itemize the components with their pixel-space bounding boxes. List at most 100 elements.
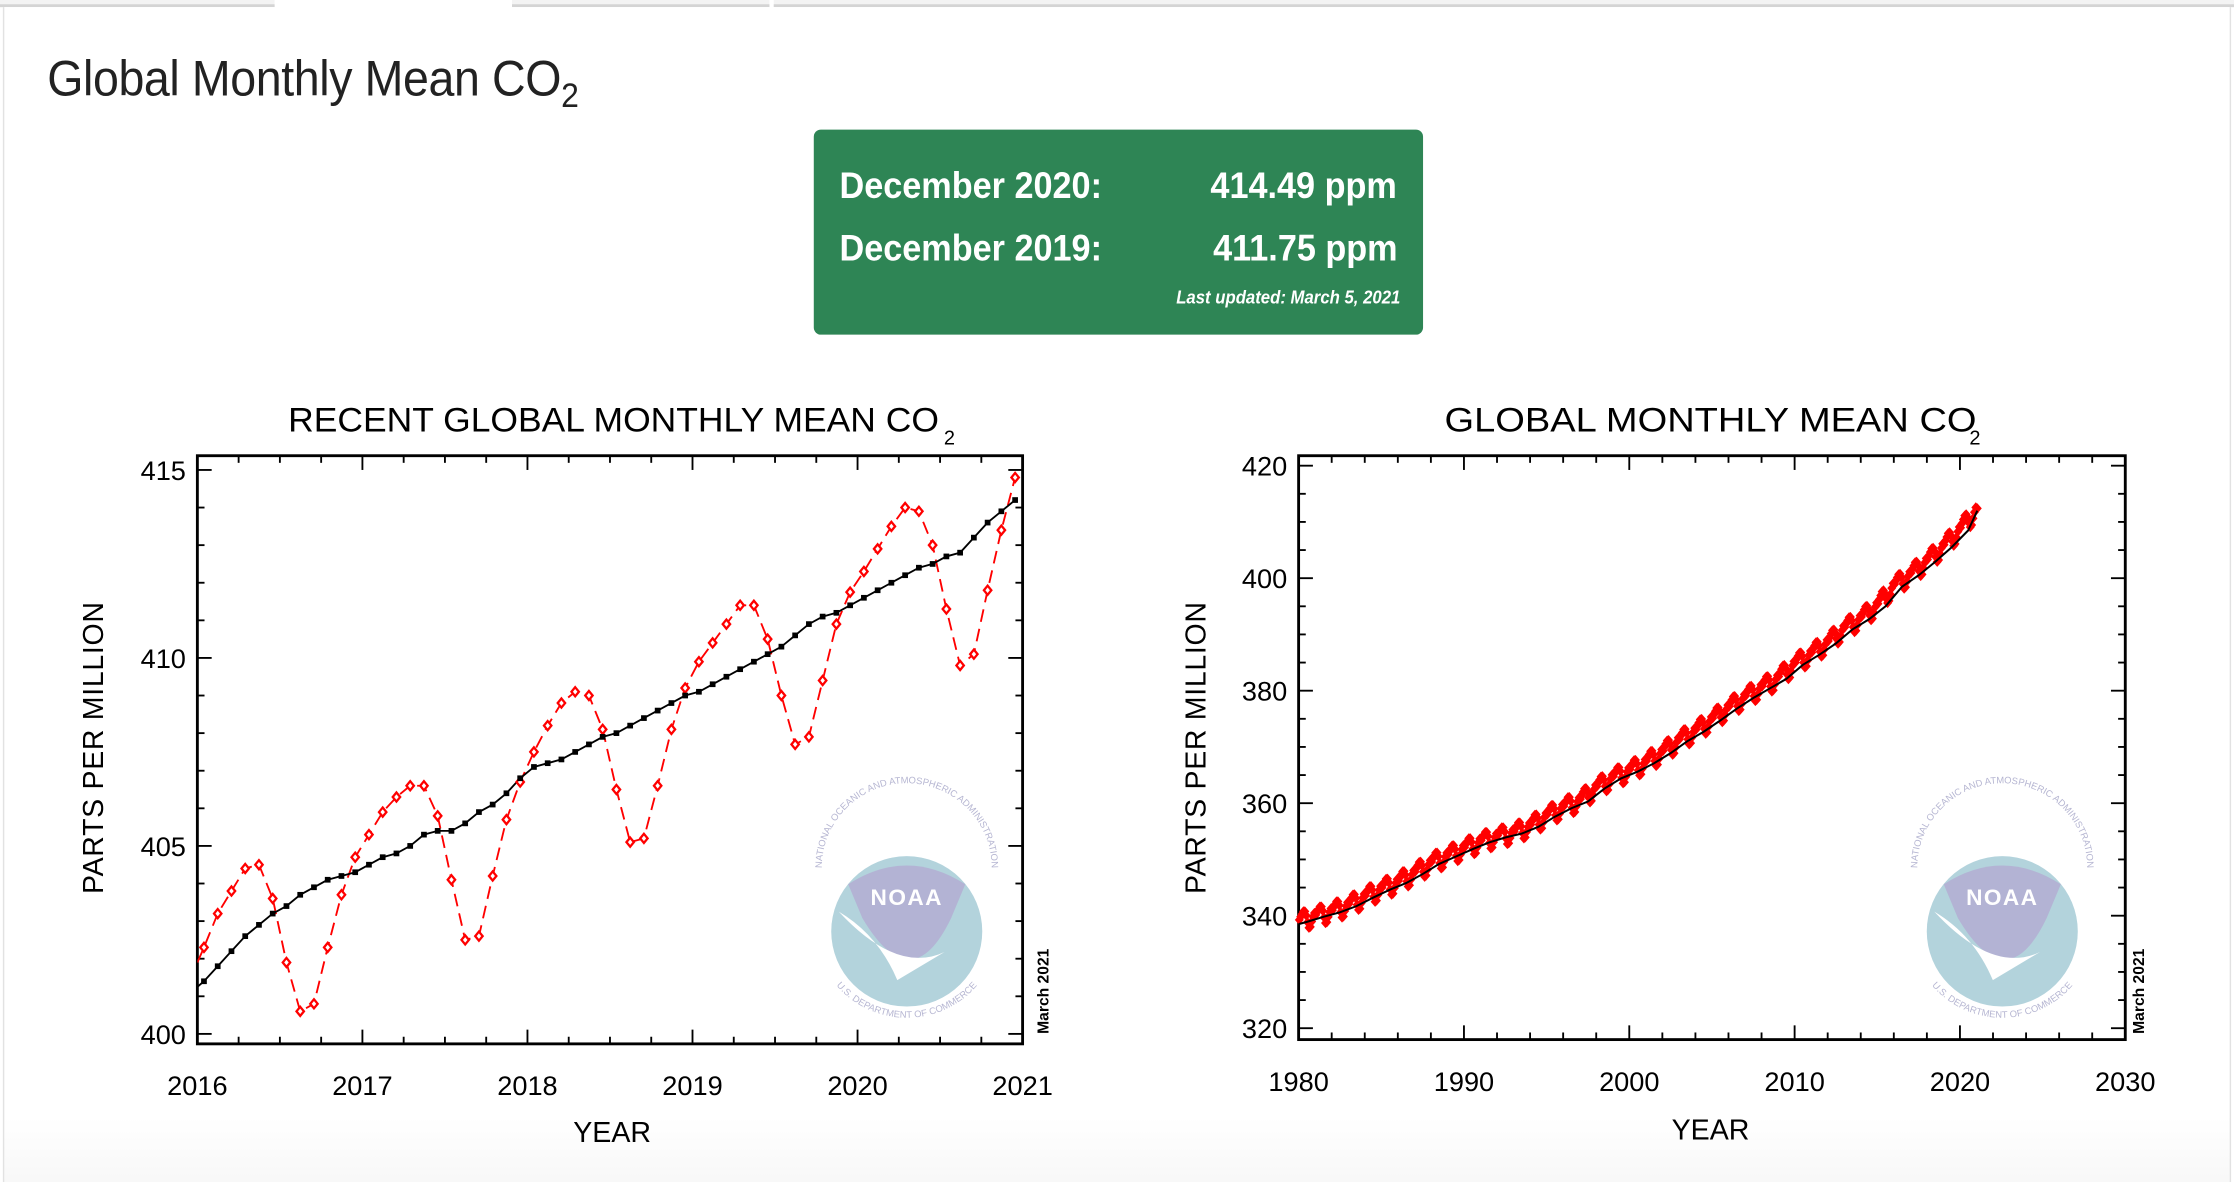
- data-point-monthly: [350, 850, 361, 864]
- data-point-monthly: [295, 1004, 306, 1018]
- chart-title-subscript: 2: [944, 427, 955, 449]
- data-point-trend: [819, 613, 826, 620]
- data-point-trend: [352, 869, 359, 876]
- y-tick-label: 340: [1242, 901, 1287, 932]
- data-point-trend: [998, 508, 1005, 515]
- data-point-monthly: [1917, 569, 1927, 580]
- data-point-trend: [379, 854, 386, 861]
- x-tick-label: 2020: [1930, 1066, 1990, 1097]
- browser-tab[interactable]: [773, 0, 2234, 8]
- data-point-trend: [297, 891, 304, 898]
- logo-wordmark: NOAA: [871, 885, 943, 910]
- data-point-trend: [269, 910, 276, 917]
- chart-title: RECENT GLOBAL MONTHLY MEAN CO: [288, 402, 939, 440]
- data-point-trend: [654, 707, 661, 714]
- data-point-monthly: [1785, 672, 1795, 683]
- data-point-monthly: [1471, 847, 1481, 859]
- x-tick-label: 1990: [1434, 1066, 1494, 1097]
- x-tick-label: 1980: [1268, 1066, 1328, 1097]
- data-point-trend: [214, 963, 221, 970]
- data-point-monthly: [679, 681, 691, 695]
- x-tick-label: 2020: [827, 1070, 887, 1101]
- data-point-trend: [861, 594, 867, 601]
- data-point-monthly: [1438, 862, 1448, 873]
- data-point-monthly: [1570, 806, 1580, 818]
- noaa-logo: NOAA NATIONAL OCEANIC AND ATMOSPHERIC ADM…: [1908, 774, 2096, 1020]
- data-point-trend: [283, 903, 290, 909]
- data-point-trend: [256, 922, 262, 928]
- y-tick-label: 320: [1242, 1013, 1287, 1044]
- data-point-monthly: [803, 730, 815, 744]
- data-point-trend: [531, 764, 537, 770]
- data-point-monthly: [391, 790, 402, 804]
- data-point-monthly: [240, 862, 251, 875]
- data-point-trend: [957, 549, 963, 556]
- data-point-trend: [847, 602, 853, 609]
- data-point-monthly: [844, 585, 856, 599]
- data-point-monthly: [693, 655, 705, 669]
- data-point-trend: [421, 831, 427, 838]
- data-point-monthly: [501, 813, 512, 826]
- data-point-trend: [751, 658, 757, 665]
- data-point-monthly: [762, 632, 773, 646]
- data-point-trend: [916, 564, 922, 571]
- data-point-trend: [517, 775, 524, 782]
- data-point-trend: [407, 843, 414, 849]
- data-point-trend: [737, 666, 744, 673]
- data-point-monthly: [597, 723, 608, 736]
- x-tick-label: 2021: [992, 1070, 1052, 1101]
- data-point-monthly: [226, 884, 237, 898]
- data-point-monthly: [308, 997, 320, 1011]
- chart-title: GLOBAL MONTHLY MEAN CO: [1445, 402, 1977, 440]
- data-point-monthly: [569, 685, 581, 699]
- data-point-monthly: [212, 907, 223, 920]
- y-tick-label: 400: [141, 1019, 186, 1050]
- data-point-monthly: [1487, 842, 1497, 853]
- last-updated-text: Last updated: March 5, 2021: [1176, 286, 1401, 308]
- x-axis-label: YEAR: [573, 1117, 651, 1149]
- data-point-monthly: [638, 832, 650, 845]
- data-point-trend: [586, 741, 592, 748]
- data-point-monthly: [1834, 636, 1844, 648]
- recent-co2-chart: RECENT GLOBAL MONTHLY MEAN CO 2 NOAA NATI…: [78, 402, 1053, 1150]
- data-point-monthly: [899, 501, 911, 514]
- browser-tab[interactable]: [0, 0, 275, 8]
- data-point-trend: [324, 876, 331, 883]
- data-point-monthly: [666, 723, 677, 736]
- x-tick-label: 2030: [2095, 1066, 2155, 1097]
- data-point-monthly: [556, 696, 567, 710]
- data-point-trend: [833, 609, 840, 616]
- data-point-trend: [874, 587, 881, 594]
- data-point-monthly: [1636, 769, 1646, 780]
- data-point-trend: [448, 828, 455, 834]
- data-point-monthly: [721, 617, 732, 631]
- page-title-text: Global Monthly Mean CO: [47, 51, 562, 107]
- chart-title-text: GLOBAL MONTHLY MEAN CO: [1445, 402, 1977, 440]
- x-tick-label: 2018: [497, 1070, 557, 1101]
- data-point-trend: [668, 700, 675, 706]
- stat-label: December 2020:: [839, 163, 1102, 207]
- date-annotation: March 2021: [1035, 948, 1052, 1034]
- data-point-trend: [696, 688, 702, 695]
- data-point-monthly: [1586, 795, 1596, 807]
- logo-ring-path: NATIONAL OCEANIC AND ATMOSPHERIC ADMINIS…: [813, 774, 1001, 868]
- data-point-trend: [971, 534, 977, 541]
- data-point-monthly: [968, 647, 980, 661]
- data-point-monthly: [198, 941, 210, 954]
- plot-area: NOAA NATIONAL OCEANIC AND ATMOSPHERIC ADM…: [141, 454, 1053, 1101]
- data-point-trend: [613, 730, 620, 736]
- browser-tab[interactable]: [512, 0, 770, 8]
- data-point-monthly: [913, 504, 925, 518]
- data-point-monthly: [322, 941, 333, 954]
- page-title-subscript: 2: [561, 76, 579, 116]
- data-point-trend: [1012, 497, 1018, 503]
- data-point-trend: [627, 722, 634, 729]
- series-layer: [197, 471, 1021, 1018]
- data-point-trend: [503, 790, 510, 797]
- data-point-trend: [544, 760, 551, 767]
- series-line-monthly-mean: [1298, 506, 1978, 930]
- data-point-trend: [806, 621, 812, 627]
- data-point-monthly: [776, 689, 787, 702]
- y-tick-label: 360: [1242, 788, 1287, 819]
- stat-label: December 2019:: [839, 226, 1102, 270]
